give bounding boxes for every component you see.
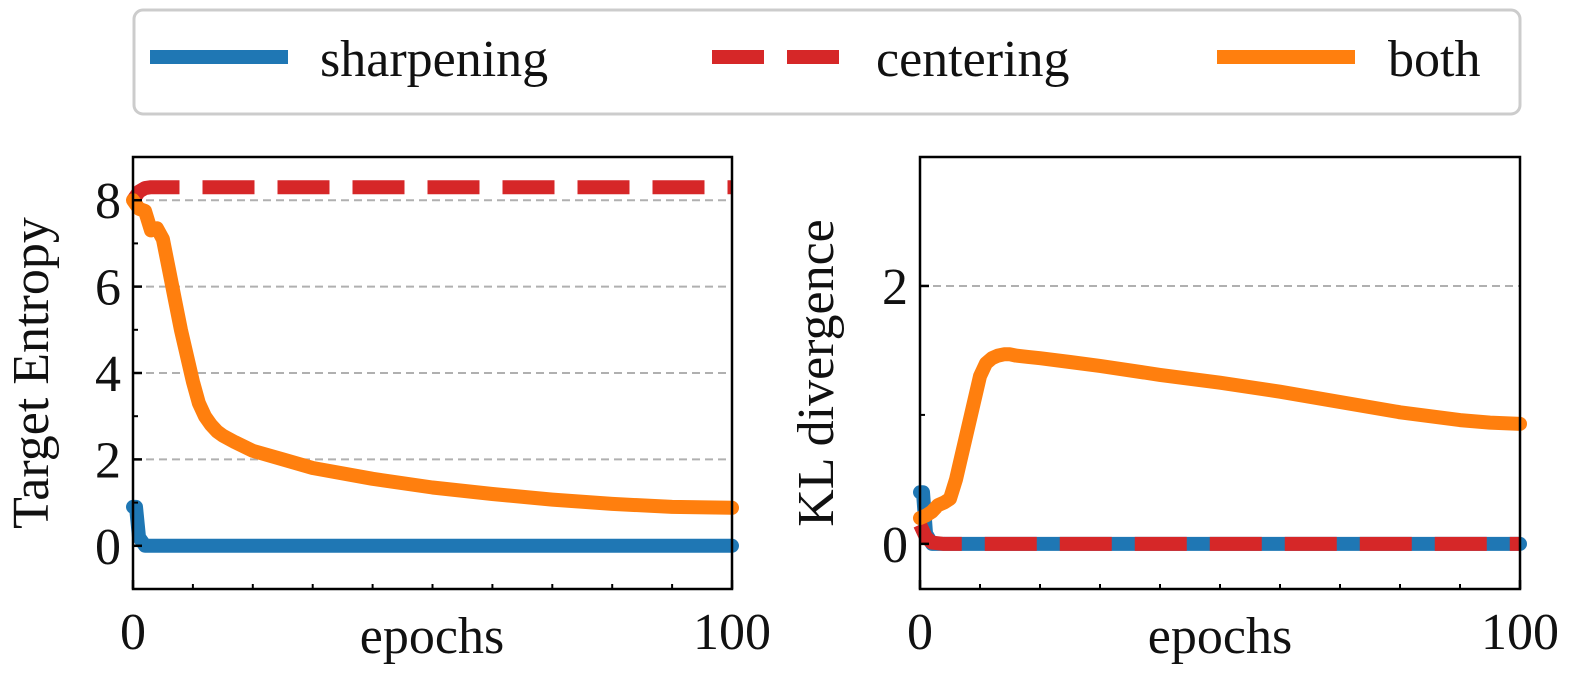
y-tick-label: 0 bbox=[882, 517, 908, 574]
y-axis-label-left: Target Entropy bbox=[3, 217, 60, 529]
x-axis-label-right: epochs bbox=[1148, 608, 1292, 665]
series-line-sharpening bbox=[126, 499, 739, 553]
y-tick-label: 0 bbox=[95, 519, 121, 576]
panel-target-entropy: 0 2 4 6 8 0 100 Target Entropy epochs bbox=[3, 155, 771, 665]
series-line-centering bbox=[127, 180, 732, 205]
y-tick-label: 2 bbox=[95, 432, 121, 489]
series-line-centering bbox=[913, 521, 1520, 551]
y-tick-label: 4 bbox=[95, 346, 121, 403]
legend-label-sharpening: sharpening bbox=[320, 31, 548, 88]
series-line-both bbox=[126, 193, 739, 515]
y-tick-label: 6 bbox=[95, 260, 121, 317]
x-tick-label: 0 bbox=[120, 604, 146, 661]
y-axis-label-right: KL divergence bbox=[788, 219, 845, 527]
legend-label-centering: centering bbox=[876, 31, 1069, 88]
series-right bbox=[913, 347, 1527, 551]
x-tick-label: 0 bbox=[907, 604, 933, 661]
y-tick-label: 2 bbox=[882, 259, 908, 316]
ticks-right: 0 2 0 100 bbox=[882, 259, 1559, 661]
legend: sharpening centering both bbox=[132, 8, 1522, 116]
gridlines-left bbox=[133, 199, 732, 461]
series-left bbox=[126, 180, 739, 553]
series-line-both bbox=[913, 347, 1527, 526]
y-tick-label: 8 bbox=[95, 173, 121, 230]
x-axis-label-left: epochs bbox=[360, 608, 504, 665]
series-line-sharpening bbox=[913, 485, 1527, 551]
x-tick-label: 100 bbox=[1481, 604, 1559, 661]
panel-kl-divergence: 0 2 0 100 KL divergence epochs bbox=[788, 155, 1559, 665]
x-tick-label: 100 bbox=[693, 604, 771, 661]
ticks-left: 0 2 4 6 8 0 100 bbox=[95, 173, 771, 661]
legend-label-both: both bbox=[1388, 31, 1480, 88]
axes-frame-right bbox=[918, 155, 1522, 591]
